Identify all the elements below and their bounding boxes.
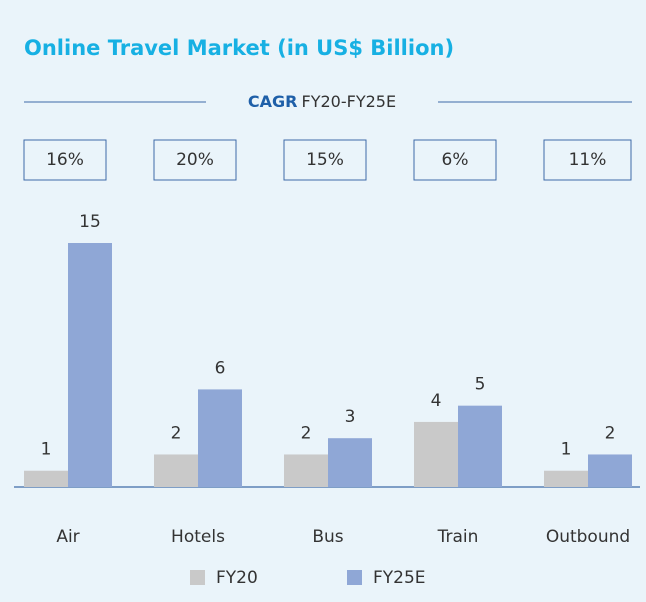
data-label: 2 xyxy=(171,423,182,443)
cagr-box xyxy=(283,139,367,181)
data-label: 6 xyxy=(215,358,226,378)
x-tick-label: Train xyxy=(437,527,479,547)
data-label: 1 xyxy=(41,440,52,460)
cagr-title: CAGR xyxy=(248,92,298,111)
legend-swatch xyxy=(347,570,362,585)
cagr-period: FY20-FY25E xyxy=(302,92,397,111)
data-label: 2 xyxy=(605,423,616,443)
bar xyxy=(588,454,632,487)
cagr-box xyxy=(23,139,107,181)
x-tick-label: Bus xyxy=(312,527,343,547)
bar xyxy=(458,405,502,487)
cagr-label: 11% xyxy=(569,150,607,170)
data-label: 5 xyxy=(475,375,486,395)
legend-swatch xyxy=(190,570,205,585)
cagr-label: 15% xyxy=(306,150,344,170)
bar xyxy=(154,454,198,487)
x-tick-label: Outbound xyxy=(546,527,630,547)
bar xyxy=(544,470,588,487)
cagr-label: 16% xyxy=(46,150,84,170)
data-label: 4 xyxy=(431,391,442,411)
x-tick-label: Air xyxy=(56,527,79,547)
bar xyxy=(284,454,328,487)
bar xyxy=(414,421,458,487)
cagr-box xyxy=(413,139,497,181)
bar xyxy=(328,438,372,487)
cagr-box xyxy=(153,139,237,181)
cagr-label: 20% xyxy=(176,150,214,170)
bar xyxy=(24,470,68,487)
bar xyxy=(198,389,242,487)
data-label: 2 xyxy=(301,423,312,443)
legend-label: FY20 xyxy=(216,568,258,588)
data-label: 1 xyxy=(561,440,572,460)
data-label: 3 xyxy=(345,407,356,427)
cagr-box xyxy=(543,139,632,181)
data-label: 15 xyxy=(79,212,101,232)
chart-title: Online Travel Market (in US$ Billion) xyxy=(24,36,454,60)
legend-label: FY25E xyxy=(373,568,426,588)
bar xyxy=(68,243,112,487)
x-tick-label: Hotels xyxy=(171,527,225,547)
cagr-heading: CAGR FY20-FY25E xyxy=(248,92,396,111)
cagr-label: 6% xyxy=(442,150,469,170)
